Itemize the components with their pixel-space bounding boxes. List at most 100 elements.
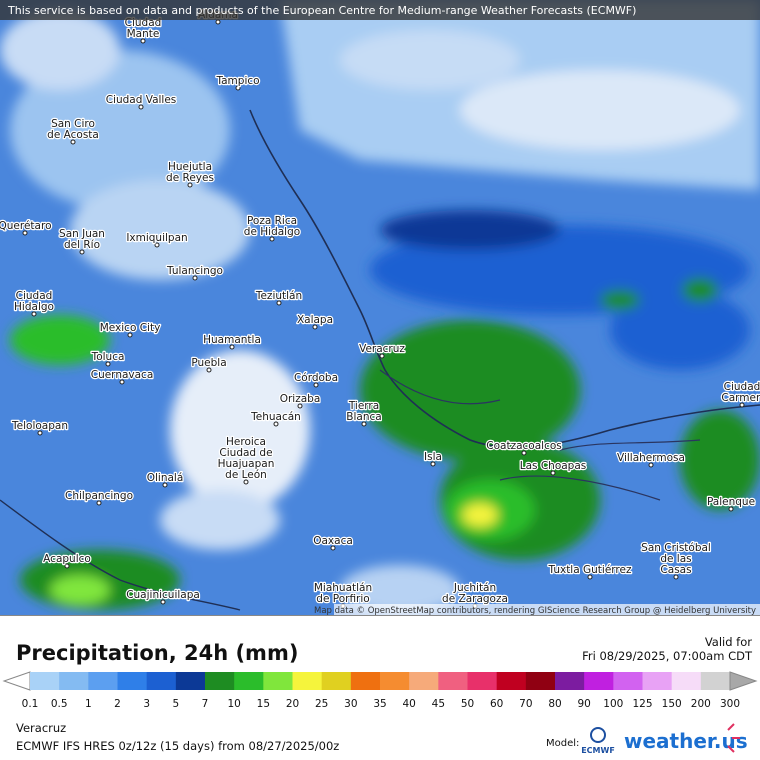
city-label: San Ciro de Acosta xyxy=(47,118,99,141)
city-dot xyxy=(276,300,282,306)
city-label-line: Cuernavaca xyxy=(91,369,154,381)
city-label-line: Córdoba xyxy=(294,372,338,384)
valid-time: Fri 08/29/2025, 07:00am CDT xyxy=(582,649,753,663)
colorbar-label: 5 xyxy=(172,698,179,710)
colorbar-swatch xyxy=(671,672,702,690)
colorbar-swatch xyxy=(700,672,731,690)
city-label: Córdoba xyxy=(294,372,338,384)
colorbar-swatch xyxy=(496,672,527,690)
city-label-line: de Porfirio xyxy=(316,593,369,605)
city-label: San Cristóbal de las Casas xyxy=(641,542,711,576)
colorbar-swatch xyxy=(117,672,148,690)
colorbar-label: 45 xyxy=(432,698,445,710)
attribution-bg xyxy=(334,604,760,615)
colorbar-swatch xyxy=(321,672,352,690)
city-label-line: Heroica xyxy=(226,436,266,448)
colorbar-arrow-high xyxy=(729,671,758,691)
colorbar-label: 60 xyxy=(490,698,503,710)
colorbar-swatch xyxy=(613,672,643,690)
city-label-line: Tulancingo xyxy=(166,265,223,277)
city-dot xyxy=(739,402,745,408)
colorbar-label: 90 xyxy=(577,698,590,710)
city-label: Miahuatlán de Porfirio xyxy=(314,582,372,605)
city-label: Tulancingo xyxy=(166,265,223,277)
city-label: Toluca xyxy=(91,351,125,363)
colorbar-swatch xyxy=(555,672,585,690)
attribution: Map data © OpenStreetMap contributors, r… xyxy=(314,606,756,616)
city-label-line: Juchitán xyxy=(453,582,496,594)
city-label-line: San Ciro xyxy=(51,118,95,130)
city-label: Teloloapan xyxy=(11,420,68,432)
city-label-line: de Hidalgo xyxy=(244,226,300,238)
city-label-line: Tuxtla Gutiérrez xyxy=(548,564,632,576)
city-label-line: Coatzacoalcos xyxy=(486,440,561,452)
city-label: Cuajinicuilapa xyxy=(126,589,200,601)
city-label: Huejutla de Reyes xyxy=(166,161,214,184)
city-label: Ixmiquilpan xyxy=(126,232,187,244)
city-label-line: San Cristóbal xyxy=(641,542,711,554)
colorbar-label: 20 xyxy=(286,698,299,710)
city-label-line: Xalapa xyxy=(297,314,333,326)
city-dot xyxy=(37,430,43,436)
city-dot xyxy=(31,311,37,317)
city-label: Puebla xyxy=(191,357,226,369)
coastline xyxy=(0,499,241,611)
city-label-line: Tehuacán xyxy=(250,411,301,423)
city-label-line: de Reyes xyxy=(166,172,214,184)
colorbar-label: 15 xyxy=(257,698,270,710)
city-label: San Juan del Río xyxy=(59,228,105,251)
city-label-line: Orizaba xyxy=(280,393,321,405)
city-label: Teziutlán xyxy=(255,290,302,302)
city-label-line: Huajuapan xyxy=(218,458,275,470)
city-label: Juchitán de Zaragoza xyxy=(442,582,508,605)
city-label: Huamantla xyxy=(203,334,261,346)
city-dot xyxy=(162,482,168,488)
city-label: Acapulco xyxy=(43,553,91,565)
colorbar-label: 70 xyxy=(519,698,532,710)
city-label: Ciudad Carmen xyxy=(721,381,760,404)
coastline xyxy=(249,109,760,449)
city-dot xyxy=(160,599,166,605)
city-label-line: Acapulco xyxy=(43,553,91,565)
city-label-line: Ciudad xyxy=(16,290,53,302)
city-label-line: de Acosta xyxy=(47,129,99,141)
colorbar-label: 30 xyxy=(344,698,357,710)
colorbar: 0.1 0.5 1 2 3 5 7 10 15 20 25 30 35 40 45 50 60 70 80 90 100… xyxy=(2,671,758,710)
city-label-line: Querétaro xyxy=(0,220,52,232)
city-label: Orizaba xyxy=(280,393,321,405)
colorbar-label: 200 xyxy=(691,698,711,710)
city-dot xyxy=(119,379,125,385)
city-dot xyxy=(140,38,146,44)
city-dot xyxy=(550,470,556,476)
model-label: Model: xyxy=(546,738,579,749)
city-label-line: Huejutla xyxy=(168,161,212,173)
city-dot xyxy=(273,421,279,427)
city-label-line: Veracruz xyxy=(359,343,405,355)
brand: weather.us xyxy=(624,729,748,753)
location: Veracruz xyxy=(16,721,66,735)
city-label: Tierra Blanca xyxy=(346,400,381,423)
city-label-line: Ixmiquilpan xyxy=(126,232,187,244)
city-label-line: Hidalgo xyxy=(14,301,54,313)
city-dot xyxy=(587,574,593,580)
city-dot xyxy=(297,403,303,409)
colorbar-swatch xyxy=(409,672,439,690)
city-label: Olinalá xyxy=(147,472,184,484)
city-label: Isla xyxy=(424,451,442,463)
colorbar-label: 1 xyxy=(85,698,92,710)
city-label-line: Las Choapas xyxy=(520,460,587,472)
colorbar-swatch xyxy=(234,672,264,690)
city-label-line: Mexico City xyxy=(100,322,161,334)
colorbar-label: 35 xyxy=(373,698,386,710)
city-label: Cuernavaca xyxy=(91,369,154,381)
city-dot xyxy=(96,500,102,506)
city-dot xyxy=(648,462,654,468)
brand-icon xyxy=(727,723,740,753)
road xyxy=(379,369,701,501)
colorbar-label: 7 xyxy=(202,698,209,710)
city-dot xyxy=(187,182,193,188)
model-run: ECMWF IFS HRES 0z/12z (15 days) from 08/… xyxy=(16,739,339,753)
city-label: Heroica Ciudad de Huajuapan de León xyxy=(218,436,275,481)
city-label-line: San Juan xyxy=(59,228,105,240)
